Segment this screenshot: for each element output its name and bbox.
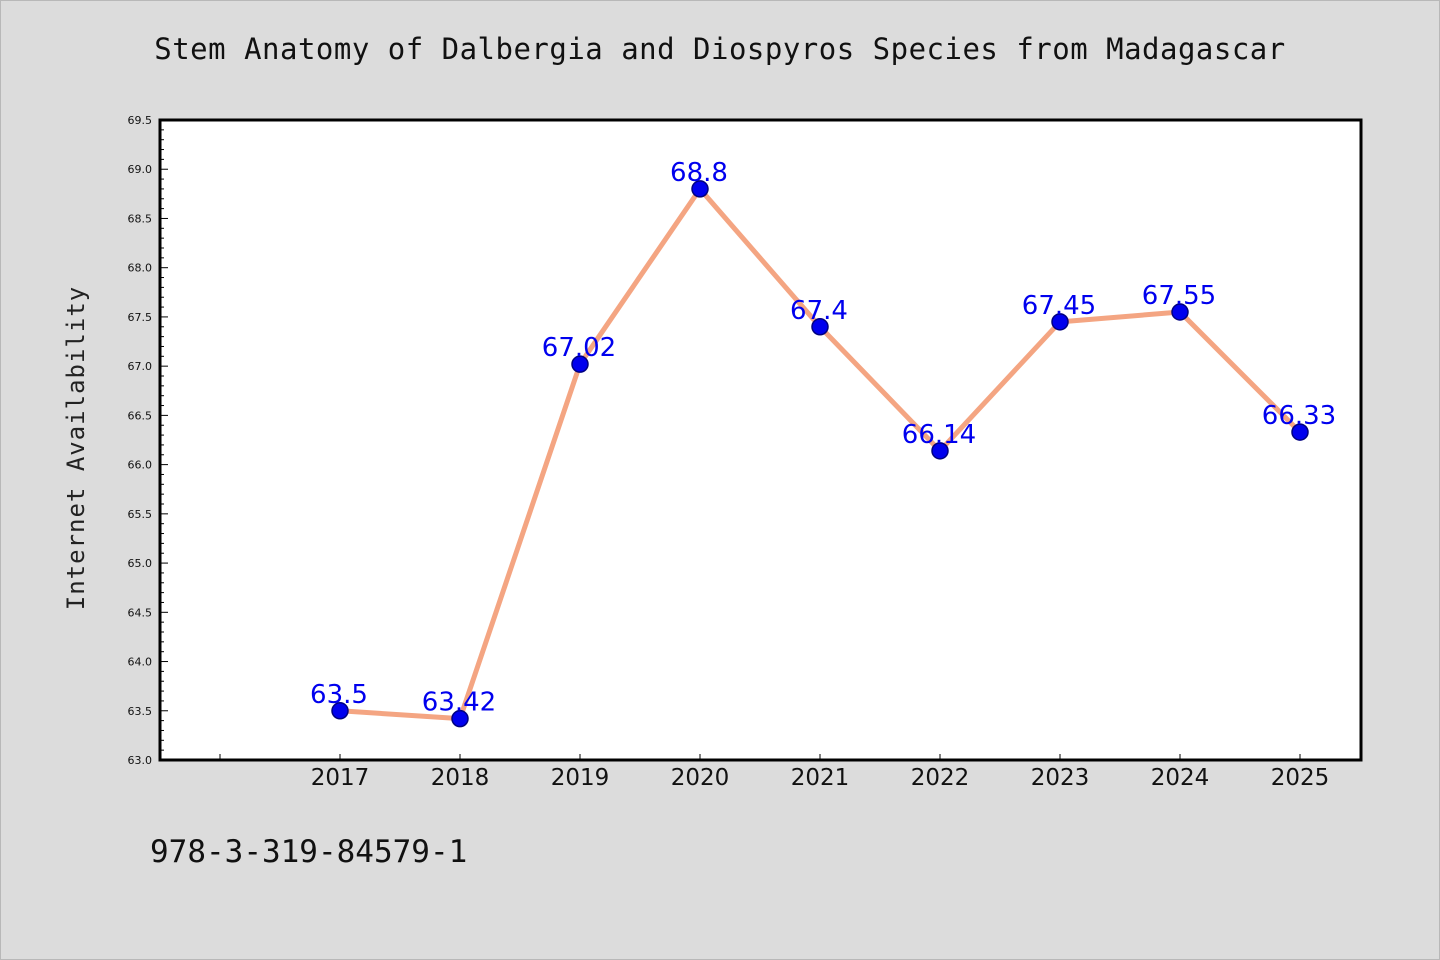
data-label: 66.14 [902,420,976,450]
data-point [331,702,349,720]
y-tick-label: 68.5 [128,212,153,225]
x-tick-label: 2020 [671,765,730,791]
data-label: 67.02 [542,333,616,363]
x-tick-label: 2021 [791,765,850,791]
x-tick-label: 2017 [311,765,370,791]
data-label: 67.55 [1142,281,1216,311]
data-label: 68.8 [670,158,728,188]
y-tick-label: 64.0 [128,656,153,669]
data-label: 66.33 [1262,401,1336,431]
y-tick-label: 69.0 [128,163,153,176]
y-tick-label: 65.5 [128,508,153,521]
data-point [1051,313,1069,331]
data-point [451,709,469,728]
plot-area [158,118,1363,762]
data-point [1171,303,1189,321]
y-tick-label: 66.5 [128,409,153,422]
x-tick-label: 2024 [1151,765,1210,791]
x-tick-label: 2023 [1031,765,1090,791]
y-tick-label: 63.0 [128,754,153,767]
footer-code: 978-3-319-84579-1 [150,834,468,870]
data-label: 63.42 [422,688,496,718]
x-tick-label: 2018 [431,765,490,791]
y-tick-label: 68.0 [128,262,153,275]
chart-title: Stem Anatomy of Dalbergia and Diospyros … [154,32,1286,66]
y-tick-label: 69.5 [128,114,153,127]
data-point [811,318,829,336]
y-tick-label: 67.0 [128,360,153,373]
y-tick-label: 64.5 [128,606,153,619]
y-tick-label: 66.0 [128,459,153,472]
y-tick-label: 65.0 [128,557,153,570]
data-label: 63.5 [310,680,368,710]
data-point [691,180,709,198]
data-point [571,355,589,373]
x-tick-label: 2022 [911,765,970,791]
x-tick-label: 2025 [1271,765,1330,791]
data-label: 67.4 [790,296,848,326]
x-tick-label: 2019 [551,765,610,791]
y-tick-label: 67.5 [128,311,153,324]
y-tick-label: 63.5 [128,705,153,718]
data-label: 67.45 [1022,291,1096,321]
data-point [931,442,949,460]
data-point [1291,423,1309,441]
